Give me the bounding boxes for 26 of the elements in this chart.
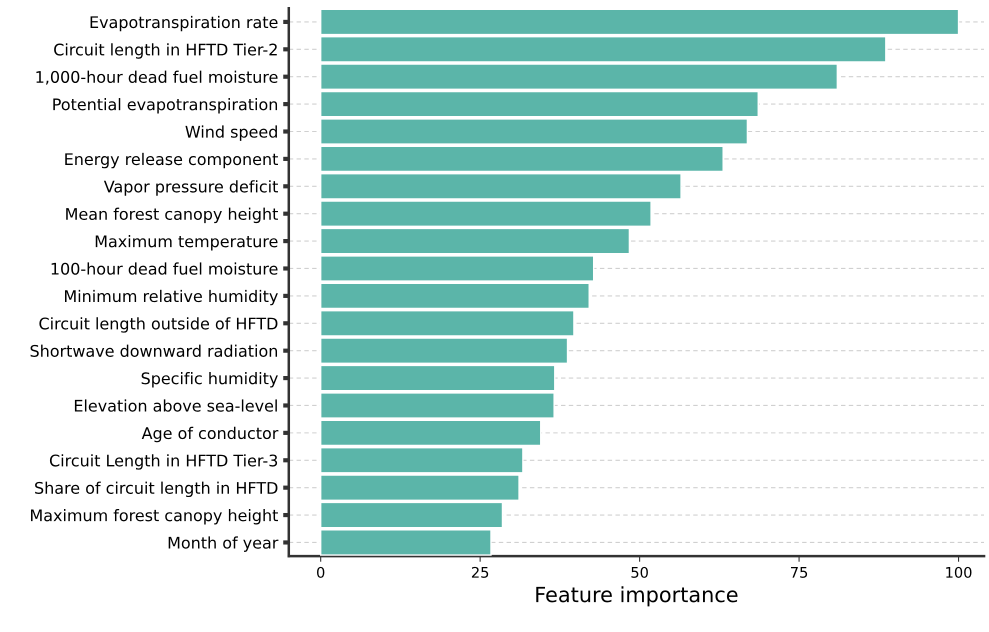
- y-tick-label: Share of circuit length in HFTD: [35, 482, 278, 498]
- y-tick-label: Elevation above sea-level: [74, 399, 277, 412]
- x-tick-label: 75: [790, 567, 808, 578]
- y-tick-label: Mean forest canopy height: [66, 208, 278, 224]
- y-tick-label: Vapor pressure deficit: [104, 180, 278, 196]
- y-tick-label: Evapotranspiration rate: [90, 16, 278, 32]
- y-tick-label: Age of conductor: [142, 426, 278, 442]
- y-tick-label: Energy release component: [65, 152, 278, 168]
- y-tick-label: Circuit Length in HFTD Tier-3: [50, 454, 278, 470]
- x-tick-label: 0: [317, 566, 324, 578]
- y-tick-label: Circuit length outside of HFTD: [39, 317, 278, 333]
- y-tick-label: Maximum forest canopy height: [31, 508, 278, 524]
- x-tick-label: 25: [472, 566, 488, 578]
- x-tick-label: 100: [946, 566, 972, 578]
- y-tick-label: Minimum relative humidity: [64, 290, 278, 306]
- y-tick-label: Wind speed: [185, 125, 277, 141]
- y-tick-label: Specific humidity: [142, 372, 278, 388]
- y-tick-label: Circuit length in HFTD Tier-2: [54, 43, 277, 59]
- y-tick-label: 100-hour dead fuel moisture: [52, 262, 278, 275]
- y-tick-label: Maximum temperature: [96, 235, 278, 250]
- y-tick-label: Potential evapotranspiration: [53, 98, 278, 114]
- y-tick-label: Shortwave downward radiation: [30, 344, 278, 357]
- x-axis-title: Feature importance: [536, 586, 738, 606]
- x-tick-label: 50: [631, 566, 648, 578]
- y-tick-label: Month of year: [168, 536, 278, 552]
- y-tick-label: 1,000-hour dead fuel moisture: [36, 70, 278, 85]
